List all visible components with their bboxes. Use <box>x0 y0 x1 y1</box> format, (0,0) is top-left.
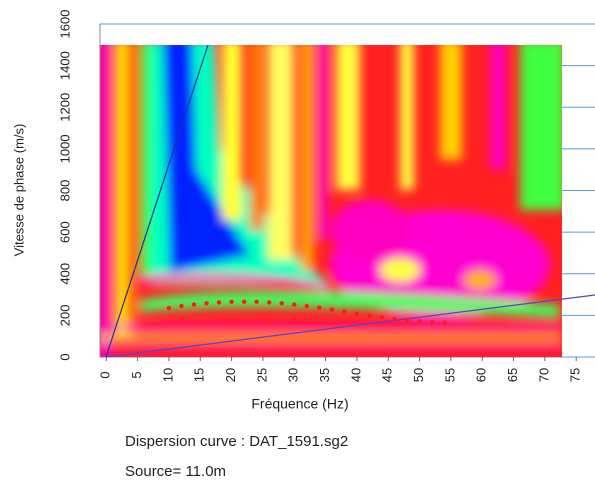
x-tick-label: 45 <box>380 368 395 382</box>
x-tick-label: 20 <box>223 368 238 382</box>
point <box>379 315 385 320</box>
x-tick-label: 0 <box>98 371 113 378</box>
y-tick-label: 400 <box>57 263 72 285</box>
x-tick-label: 60 <box>474 368 489 382</box>
point <box>404 317 410 323</box>
x-tick-label: 35 <box>317 368 332 382</box>
x-tick-label: 15 <box>192 368 207 382</box>
x-tick-label: 10 <box>160 368 175 382</box>
point <box>254 299 259 305</box>
x-tick-label: 30 <box>286 368 301 382</box>
point <box>279 301 284 306</box>
x-tick-label: 55 <box>442 368 457 382</box>
point <box>354 311 360 316</box>
point <box>417 319 422 324</box>
point <box>166 305 172 311</box>
y-tick-label: 1400 <box>57 51 72 80</box>
y-tick-label: 0 <box>57 353 72 360</box>
point <box>241 299 247 304</box>
point <box>392 316 397 322</box>
x-axis-label: Fréquence (Hz) <box>251 396 348 412</box>
point <box>229 299 234 305</box>
x-tick-label: 65 <box>505 368 520 382</box>
velocity-line <box>105 44 209 358</box>
point <box>442 320 447 325</box>
x-tick-label: 25 <box>254 368 269 382</box>
x-tick-label: 5 <box>129 371 144 378</box>
heatmap <box>100 45 562 357</box>
y-tick-label: 200 <box>57 305 72 327</box>
source: Source= 11.0m <box>125 463 226 480</box>
point <box>304 303 309 309</box>
y-tick-label: 800 <box>57 180 72 202</box>
point <box>429 319 435 325</box>
point <box>342 309 347 314</box>
point <box>329 307 335 312</box>
point <box>191 302 197 307</box>
y-axis-label: Vitesse de phase (m/s) <box>11 124 26 257</box>
velocity-line <box>105 294 595 358</box>
x-tick-label: 40 <box>348 368 363 382</box>
point <box>216 300 222 305</box>
point <box>317 305 322 310</box>
caption: Dispersion curve : DAT_1591.sg2 <box>125 433 348 450</box>
point <box>367 313 372 318</box>
point <box>179 303 184 309</box>
x-tick-label: 50 <box>411 368 426 382</box>
point <box>292 302 297 307</box>
marks: 0 200 400 600 800 1000 1200 1400 1600 0 5 10 15 20 25 3… <box>57 10 582 383</box>
point <box>204 301 209 306</box>
y-tick-label: 1200 <box>57 93 72 122</box>
y-tick-label: 600 <box>57 221 72 243</box>
point <box>266 300 272 305</box>
y-tick-label: 1000 <box>57 134 72 163</box>
y-tick-label: 1600 <box>57 10 72 39</box>
x-tick-label: 70 <box>536 368 551 382</box>
x-tick-label: 75 <box>568 368 583 382</box>
